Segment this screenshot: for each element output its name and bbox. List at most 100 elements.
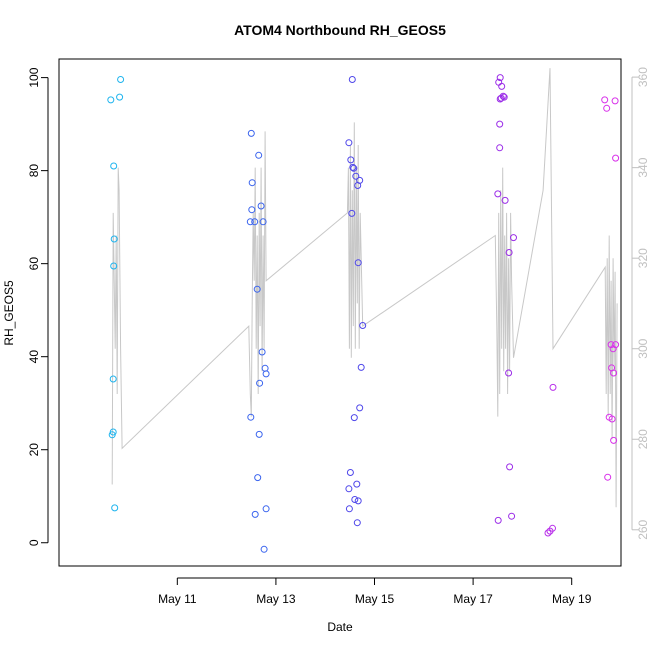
data-point	[505, 249, 513, 256]
points-layer	[107, 74, 620, 553]
data-point	[498, 82, 506, 90]
data-point	[116, 93, 124, 101]
data-point	[251, 510, 259, 518]
data-point	[353, 519, 361, 527]
data-point	[351, 496, 359, 503]
data-point	[611, 97, 619, 105]
data-point	[608, 415, 616, 423]
x-tick-label: May 11	[158, 592, 197, 606]
y2-tick-label: 360	[636, 67, 650, 87]
data-point	[506, 463, 514, 471]
data-point	[254, 474, 262, 482]
data-point	[350, 164, 358, 172]
data-point	[494, 516, 502, 524]
data-point	[345, 139, 353, 147]
data-point	[110, 262, 118, 270]
data-point	[496, 95, 504, 103]
data-point	[345, 485, 353, 493]
data-point	[110, 162, 118, 170]
x-tick-label: May 13	[256, 592, 296, 606]
y-axis-left: 0 20 40 60 80 100	[27, 67, 49, 546]
data-point	[603, 104, 611, 112]
data-point	[353, 480, 361, 488]
data-point	[357, 363, 365, 371]
x-tick-label: May 15	[355, 592, 395, 606]
data-point	[253, 285, 261, 293]
y-axis-right: 260 280 300 320 340 360	[631, 67, 650, 540]
data-point	[259, 218, 267, 226]
data-point	[352, 172, 360, 180]
data-point	[549, 383, 557, 391]
data-point	[604, 473, 612, 481]
x-axis: May 11 May 13 May 15 May 17 May 19	[158, 577, 592, 606]
data-point	[350, 414, 358, 422]
data-point	[257, 202, 265, 210]
data-point	[248, 206, 256, 214]
y2-tick-label: 300	[636, 338, 650, 358]
y2-tick-label: 260	[636, 519, 650, 539]
data-point	[496, 144, 504, 152]
data-point	[500, 93, 508, 101]
data-point	[109, 375, 117, 383]
data-point	[348, 76, 356, 83]
data-point	[610, 369, 618, 377]
data-point	[346, 469, 354, 476]
y-tick-label: 80	[27, 164, 41, 178]
y2-tick-label: 320	[636, 248, 650, 268]
data-point	[247, 413, 255, 421]
x-axis-title: Date	[327, 620, 353, 634]
data-point	[258, 348, 266, 356]
data-point	[107, 96, 115, 104]
data-point	[505, 369, 513, 377]
data-point	[110, 235, 118, 243]
data-point	[262, 505, 270, 513]
y-tick-label: 20	[27, 443, 41, 457]
data-point	[601, 96, 609, 104]
data-point	[345, 505, 353, 513]
data-point	[510, 234, 517, 242]
data-point	[262, 370, 270, 378]
line-series	[111, 68, 618, 508]
data-point	[359, 322, 367, 329]
data-point	[612, 154, 620, 162]
data-point	[501, 196, 509, 204]
y2-tick-label: 280	[636, 429, 650, 449]
plot-area-box	[58, 58, 622, 567]
data-point	[255, 151, 263, 159]
data-point	[494, 190, 502, 198]
data-point	[348, 209, 356, 217]
chart-title: ATOM4 Northbound RH_GEOS5	[234, 22, 446, 38]
data-point	[356, 404, 364, 412]
data-point	[354, 182, 362, 189]
data-point	[248, 179, 256, 187]
data-point	[117, 76, 125, 83]
data-point	[354, 497, 362, 505]
data-point	[246, 218, 254, 226]
line-series-layer	[111, 68, 618, 508]
y-tick-label: 40	[27, 350, 41, 364]
y2-tick-label: 340	[636, 157, 650, 177]
data-point	[108, 431, 116, 439]
data-point	[247, 129, 255, 137]
data-point	[549, 524, 556, 532]
data-point	[354, 259, 362, 267]
data-point	[496, 120, 504, 128]
data-point	[255, 430, 263, 438]
data-point	[260, 545, 268, 553]
data-point	[261, 364, 269, 372]
data-point	[607, 341, 615, 349]
x-tick-label: May 17	[453, 592, 493, 606]
data-point	[349, 163, 357, 171]
x-tick-label: May 19	[552, 592, 592, 606]
data-point	[111, 504, 119, 512]
data-point	[609, 345, 617, 353]
y-axis-title: RH_GEOS5	[2, 280, 16, 346]
data-point	[610, 436, 618, 444]
y-tick-label: 0	[27, 539, 41, 546]
data-point	[544, 529, 552, 537]
y-tick-label: 60	[27, 257, 41, 271]
y-tick-label: 100	[27, 67, 41, 87]
data-point	[256, 379, 264, 387]
data-point	[508, 512, 516, 520]
data-point	[497, 94, 505, 102]
